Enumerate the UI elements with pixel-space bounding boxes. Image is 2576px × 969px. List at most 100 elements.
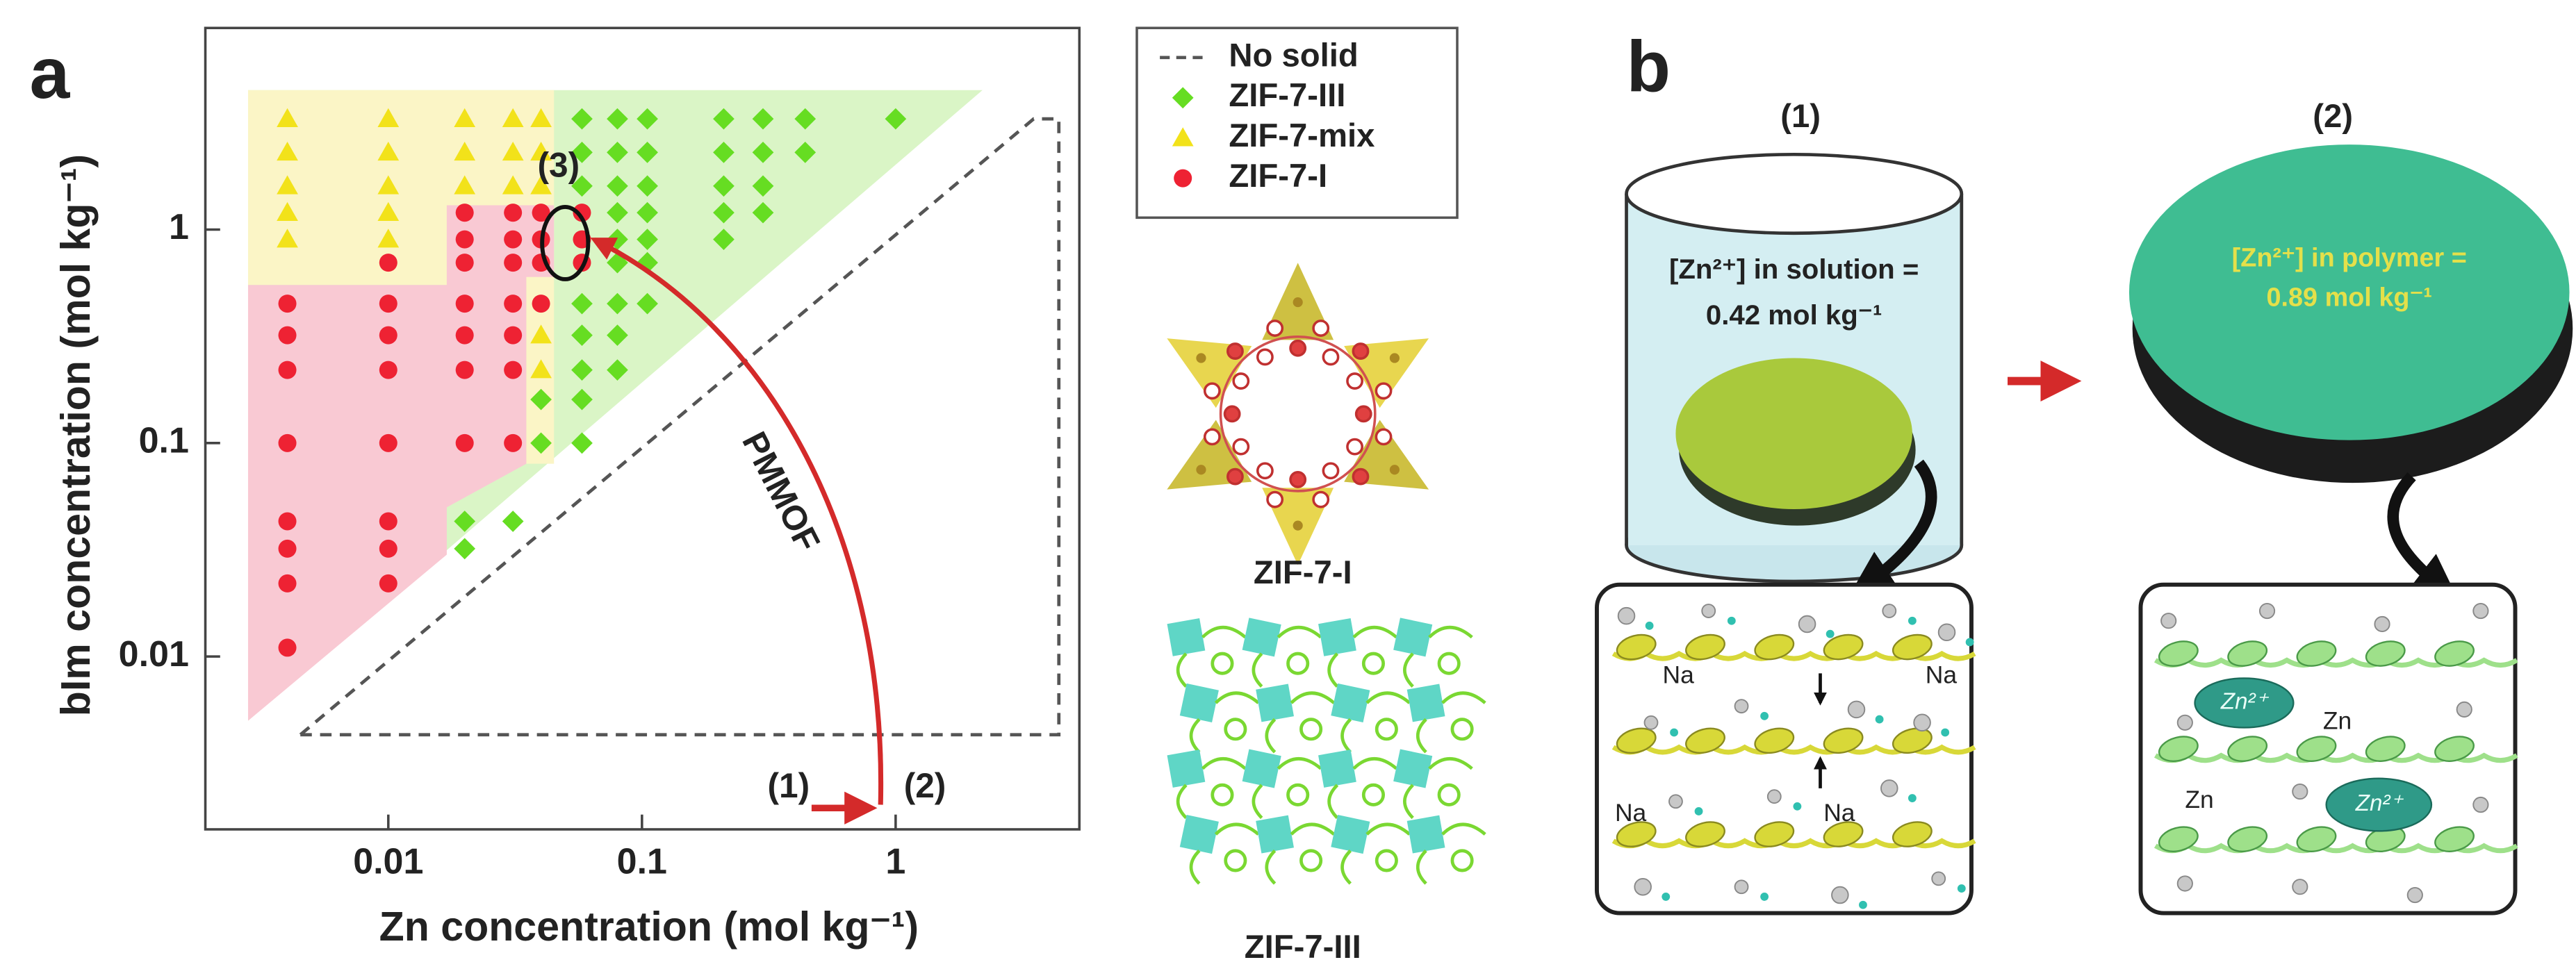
polymer-unit — [2365, 736, 2406, 762]
polymer-unit — [2365, 640, 2406, 667]
ion — [2472, 796, 2489, 813]
data-point — [379, 361, 397, 379]
data-point — [571, 108, 593, 130]
atom — [1375, 382, 1393, 400]
linker-ring — [1450, 849, 1474, 872]
data-point — [530, 141, 552, 161]
polymer-unit — [1616, 727, 1657, 754]
polymer-unit — [2158, 736, 2199, 762]
atom — [1352, 342, 1370, 360]
y-tick-label: 0.1 — [139, 421, 189, 461]
ion-label: Zn — [2185, 786, 2213, 813]
atom — [1266, 320, 1284, 337]
zif-7-iii-structure — [1167, 618, 1486, 885]
data-point — [277, 175, 298, 194]
x-tick-label: 0.1 — [617, 841, 667, 881]
data-point — [571, 324, 593, 346]
regions — [247, 90, 1061, 737]
water — [1965, 638, 1974, 647]
legend-marker — [1174, 169, 1192, 188]
data-point — [502, 175, 524, 194]
data-point — [455, 204, 474, 222]
data-point — [379, 326, 397, 345]
cluster — [1318, 618, 1356, 656]
polymer-unit — [2227, 736, 2268, 762]
ion — [1913, 713, 1931, 732]
y-tick-label: 0.01 — [119, 634, 189, 674]
polymer-unit — [1892, 727, 1933, 754]
pmmof-arrow — [590, 238, 884, 805]
data-point — [502, 141, 524, 161]
atom — [1289, 339, 1307, 357]
polymer-unit — [1754, 821, 1795, 847]
atom — [1256, 348, 1274, 366]
linker — [1252, 757, 1322, 820]
atom — [1312, 320, 1330, 337]
polymer-unit — [1616, 633, 1657, 661]
data-point — [607, 201, 628, 224]
cluster — [1179, 815, 1219, 854]
ion — [1798, 615, 1816, 633]
linker — [1265, 822, 1336, 885]
atom — [1232, 438, 1250, 456]
data-point — [504, 230, 523, 249]
solution-text: [Zn²⁺] in solution = — [1669, 254, 1919, 285]
cluster — [1331, 815, 1370, 854]
atom — [1312, 490, 1330, 508]
cluster-label: Zn²⁺ — [2220, 689, 2270, 715]
cluster — [1393, 749, 1433, 788]
linker-ring — [1375, 849, 1398, 872]
data-point — [278, 512, 297, 531]
data-point — [379, 574, 397, 593]
x-axis-label: Zn concentration (mol kg⁻¹) — [379, 903, 919, 950]
polymer-unit — [2158, 640, 2199, 667]
atom — [1322, 462, 1340, 480]
cluster — [1331, 683, 1370, 722]
atom — [1223, 405, 1241, 423]
atom — [1289, 470, 1307, 488]
data-point — [377, 201, 400, 222]
atom — [1227, 342, 1244, 360]
data-point — [278, 326, 297, 345]
data-point — [637, 201, 658, 224]
solution-text: 0.42 mol kg⁻¹ — [1706, 299, 1882, 331]
data-point — [277, 201, 298, 222]
data-point — [607, 324, 628, 346]
data-point — [502, 511, 524, 532]
atom — [1203, 428, 1221, 446]
data-point — [530, 388, 552, 411]
ion-label: Na — [1663, 661, 1695, 688]
data-point — [885, 108, 907, 130]
panel-label: b — [1627, 27, 1671, 108]
linker-ring — [1286, 783, 1310, 806]
ion — [2292, 784, 2308, 800]
polymer-unit — [1685, 633, 1725, 661]
ion — [2374, 615, 2390, 633]
ion — [1766, 789, 1782, 804]
atom — [1346, 438, 1363, 456]
x-tick-label: 1 — [885, 841, 905, 881]
water — [1662, 892, 1671, 901]
annotation: (1) — [767, 766, 810, 805]
ion — [1931, 871, 1946, 886]
polymer-unit — [1685, 821, 1725, 847]
linker — [1327, 757, 1398, 820]
ion-label: Na — [1823, 799, 1855, 827]
y-tick-label: 1 — [169, 207, 189, 247]
atom — [1354, 405, 1372, 423]
data-point — [377, 108, 400, 127]
cluster — [1242, 618, 1281, 657]
data-point — [573, 204, 591, 222]
linker-ring — [1211, 652, 1234, 675]
ion — [1937, 623, 1956, 642]
tetrahedron-node — [1196, 465, 1206, 475]
polymer-unit — [1823, 821, 1864, 847]
beaker-top — [1625, 152, 1964, 235]
tetrahedron-node — [1389, 465, 1400, 475]
data-point — [454, 538, 476, 560]
data-point — [377, 229, 400, 248]
phase-region — [295, 117, 1061, 737]
atom — [1352, 467, 1370, 486]
atom — [1256, 462, 1274, 480]
data-point — [455, 254, 474, 272]
